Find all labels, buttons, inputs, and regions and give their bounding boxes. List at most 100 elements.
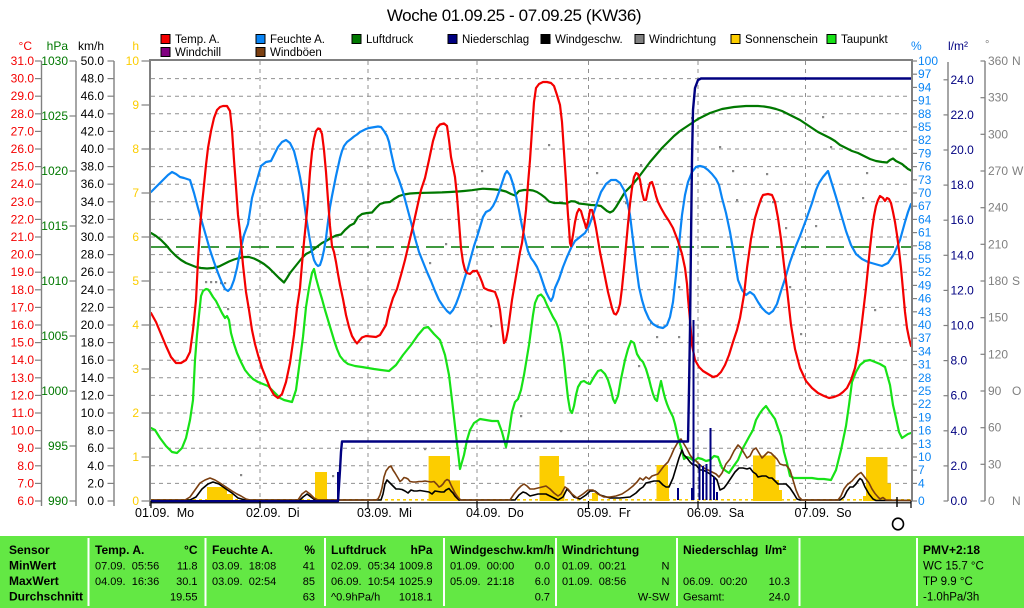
svg-text:85: 85 (303, 576, 315, 588)
svg-text:28: 28 (918, 371, 932, 385)
svg-text:°: ° (985, 39, 989, 51)
svg-text:79: 79 (918, 146, 932, 160)
svg-text:Windgeschw.: Windgeschw. (555, 34, 623, 46)
svg-text:N: N (1012, 494, 1021, 508)
svg-text:30.1: 30.1 (176, 576, 197, 588)
svg-text:995: 995 (48, 439, 68, 453)
svg-text:N: N (662, 561, 670, 573)
svg-text:22.0: 22.0 (11, 212, 35, 226)
svg-text:24.0: 24.0 (11, 177, 35, 191)
svg-text:4.0: 4.0 (951, 424, 968, 438)
svg-text:10.0: 10.0 (951, 319, 975, 333)
svg-text:06.09. Sa: 06.09. Sa (687, 506, 744, 520)
svg-text:180: 180 (988, 274, 1008, 288)
svg-text:Luftdruck: Luftdruck (331, 543, 387, 557)
svg-text:8.0: 8.0 (951, 354, 968, 368)
svg-text:1000: 1000 (41, 384, 68, 398)
svg-text:10.0: 10.0 (81, 406, 105, 420)
svg-text:19.55: 19.55 (170, 591, 198, 603)
svg-text:16: 16 (918, 424, 932, 438)
svg-text:88: 88 (918, 107, 932, 121)
svg-text:67: 67 (918, 199, 932, 213)
svg-text:05.09. Fr: 05.09. Fr (577, 506, 631, 520)
svg-text:4.0: 4.0 (87, 459, 104, 473)
svg-text:9: 9 (132, 98, 139, 112)
svg-text:8.0: 8.0 (17, 459, 34, 473)
svg-text:0.0: 0.0 (87, 494, 104, 508)
svg-text:34: 34 (918, 344, 932, 358)
svg-text:%: % (304, 543, 315, 557)
svg-text:40.0: 40.0 (81, 142, 105, 156)
svg-text:4: 4 (918, 476, 925, 490)
svg-text:h: h (132, 39, 139, 53)
svg-text:63: 63 (303, 591, 315, 603)
svg-text:hPa: hPa (47, 39, 69, 53)
svg-text:82: 82 (918, 133, 932, 147)
svg-text:36.0: 36.0 (81, 177, 105, 191)
svg-text:25.0: 25.0 (11, 160, 35, 174)
svg-text:360: 360 (988, 54, 1008, 68)
svg-text:85: 85 (918, 120, 932, 134)
svg-text:10: 10 (918, 450, 932, 464)
svg-text:Windböen: Windböen (270, 47, 322, 59)
svg-text:Windgeschw.km/h: Windgeschw.km/h (450, 543, 554, 557)
svg-text:W: W (1012, 164, 1024, 178)
svg-text:8: 8 (132, 142, 139, 156)
svg-text:14.0: 14.0 (81, 371, 105, 385)
svg-text:14.0: 14.0 (951, 248, 975, 262)
svg-text:43: 43 (918, 305, 932, 319)
svg-text:97: 97 (918, 67, 932, 81)
svg-text:12.0: 12.0 (81, 388, 105, 402)
svg-text:61: 61 (918, 226, 932, 240)
svg-text:40: 40 (918, 318, 932, 332)
svg-text:25: 25 (918, 384, 932, 398)
svg-text:55: 55 (918, 252, 932, 266)
svg-text:0: 0 (918, 494, 925, 508)
svg-text:70: 70 (918, 186, 932, 200)
svg-text:01.09. Mo: 01.09. Mo (135, 506, 194, 520)
svg-text:8.0: 8.0 (87, 424, 104, 438)
svg-text:0.0: 0.0 (951, 494, 968, 508)
svg-text:73: 73 (918, 173, 932, 187)
svg-text:02.09. 05:34: 02.09. 05:34 (331, 561, 395, 573)
svg-text:6.0: 6.0 (951, 389, 968, 403)
svg-text:2.0: 2.0 (87, 476, 104, 490)
svg-text:l/m²: l/m² (948, 39, 968, 53)
svg-text:16.0: 16.0 (951, 213, 975, 227)
svg-text:46.0: 46.0 (81, 89, 105, 103)
svg-text:03.09. Mi: 03.09. Mi (357, 506, 412, 520)
svg-text:N: N (1012, 54, 1021, 68)
svg-text:11.0: 11.0 (12, 406, 35, 420)
svg-text:22: 22 (918, 397, 932, 411)
svg-text:Feuchte A.: Feuchte A. (212, 543, 273, 557)
svg-text:20.0: 20.0 (951, 143, 975, 157)
svg-text:90: 90 (988, 384, 1002, 398)
svg-text:32.0: 32.0 (81, 212, 105, 226)
svg-text:34.0: 34.0 (81, 195, 105, 209)
svg-text:330: 330 (988, 91, 1008, 105)
svg-text:05.09. 21:18: 05.09. 21:18 (450, 576, 514, 588)
svg-text:6.0: 6.0 (87, 441, 104, 455)
svg-text:91: 91 (918, 94, 932, 108)
svg-text:38.0: 38.0 (81, 160, 105, 174)
svg-text:Woche 01.09.25 - 07.09.25 (KW3: Woche 01.09.25 - 07.09.25 (KW36) (387, 6, 641, 25)
svg-text:27.0: 27.0 (11, 124, 35, 138)
svg-text:6.0: 6.0 (17, 494, 34, 508)
svg-text:13: 13 (918, 437, 932, 451)
svg-text:990: 990 (48, 494, 68, 508)
svg-text:4: 4 (132, 318, 139, 332)
svg-text:16.0: 16.0 (81, 353, 105, 367)
svg-text:7.0: 7.0 (17, 476, 34, 490)
svg-text:100: 100 (918, 54, 938, 68)
svg-text:60: 60 (988, 421, 1002, 435)
svg-text:52: 52 (918, 265, 932, 279)
svg-text:10.3: 10.3 (769, 576, 790, 588)
svg-text:01.09. 00:00: 01.09. 00:00 (450, 561, 514, 573)
svg-text:°C: °C (184, 543, 198, 557)
svg-text:Windrichtung: Windrichtung (562, 543, 639, 557)
svg-text:44.0: 44.0 (81, 107, 105, 121)
svg-text:TP 9.9 °C: TP 9.9 °C (923, 576, 973, 588)
svg-text:24.0: 24.0 (81, 283, 105, 297)
svg-text:01.09. 08:56: 01.09. 08:56 (562, 576, 626, 588)
svg-text:2.0: 2.0 (951, 459, 968, 473)
